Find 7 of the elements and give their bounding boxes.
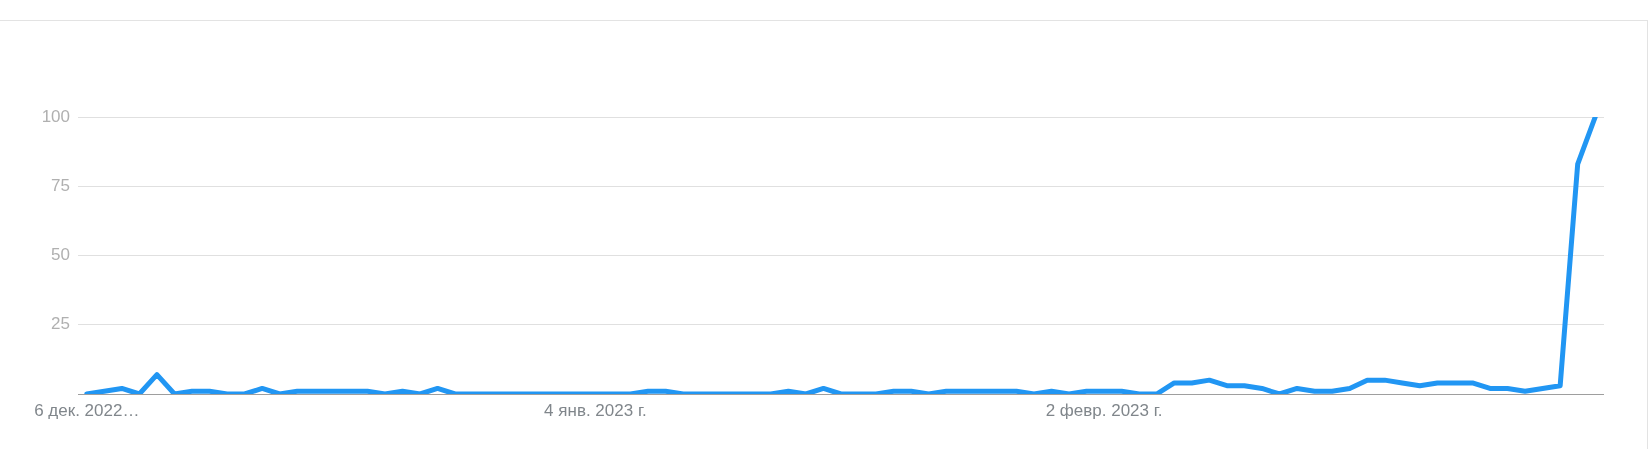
y-tick-label: 75 (51, 175, 70, 195)
x-tick-label: 6 дек. 2022… (34, 400, 140, 420)
x-tick-label: 2 февр. 2023 г. (1045, 400, 1163, 420)
y-tick-label: 25 (51, 314, 70, 334)
y-tick-label: 100 (41, 106, 70, 126)
x-tick-label: 4 янв. 2023 г. (544, 400, 647, 420)
y-tick-label: 50 (51, 245, 70, 265)
